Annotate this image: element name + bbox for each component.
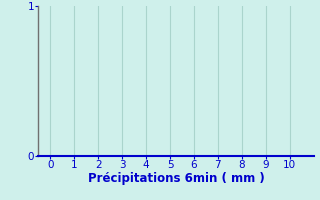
X-axis label: Précipitations 6min ( mm ): Précipitations 6min ( mm ) bbox=[88, 172, 264, 185]
